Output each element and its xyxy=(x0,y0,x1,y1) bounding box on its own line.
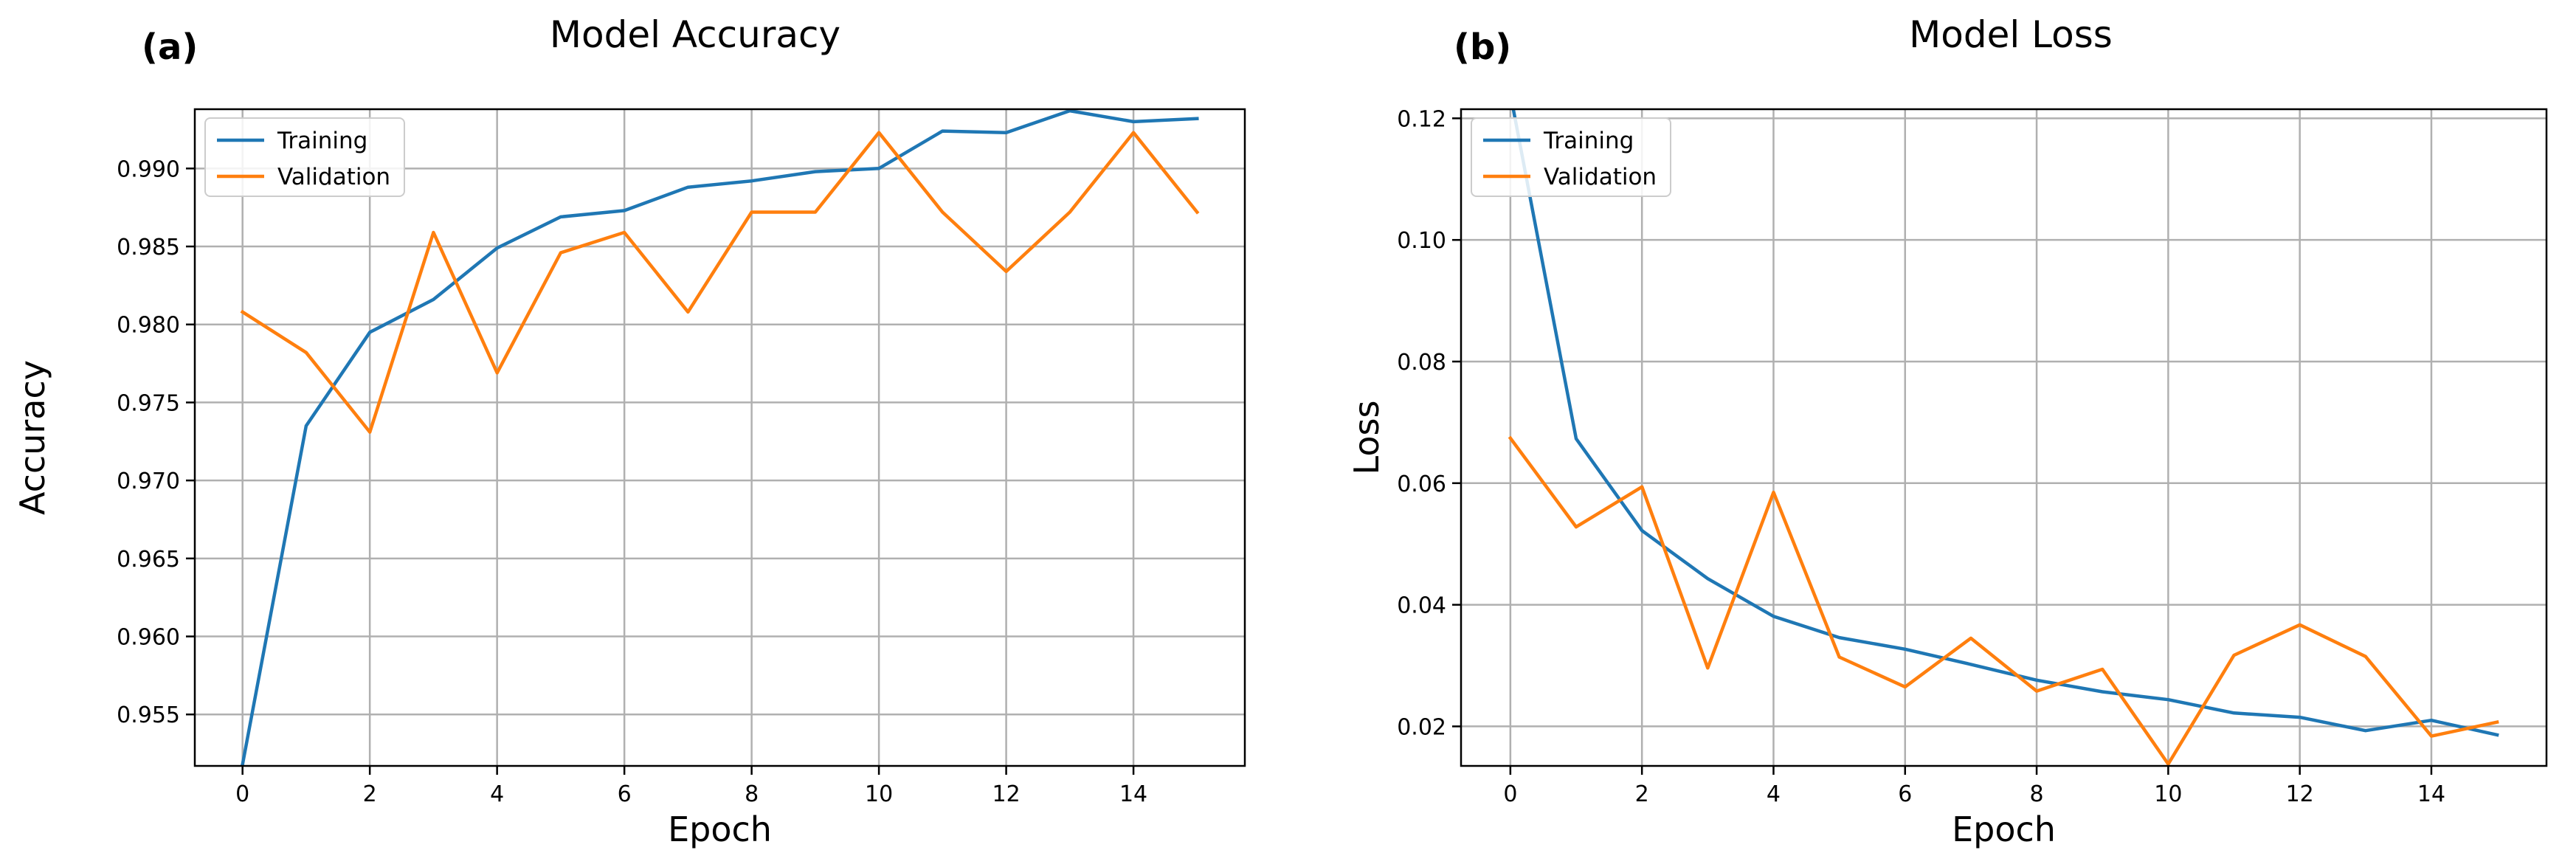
y-tick-label: 0.10 xyxy=(1397,228,1446,254)
x-tick-label: 4 xyxy=(1767,781,1781,807)
legend: Training Validation xyxy=(1471,117,1671,197)
legend: Training Validation xyxy=(204,117,405,197)
x-tick-label: 10 xyxy=(2154,781,2182,807)
series-group xyxy=(240,109,1200,766)
y-tick-label: 0.985 xyxy=(117,235,180,260)
y-axis-label: Accuracy xyxy=(13,360,52,515)
series-line-training xyxy=(1511,109,2499,737)
panel-label: (b) xyxy=(1454,27,1511,68)
y-axis-label: Loss xyxy=(1347,401,1387,475)
panel-label: (a) xyxy=(142,27,198,68)
y-tick-label: 0.06 xyxy=(1397,472,1446,497)
x-tick-label: 0 xyxy=(1503,781,1517,807)
y-tick-label: 0.970 xyxy=(117,469,180,494)
legend-label-training: Training xyxy=(277,128,367,154)
x-axis-label: Epoch xyxy=(1952,809,2056,849)
x-tick-label: 6 xyxy=(618,781,632,807)
x-tick-label: 2 xyxy=(363,781,377,807)
x-tick-label: 10 xyxy=(865,781,893,807)
x-tick-label: 2 xyxy=(1635,781,1649,807)
series-group xyxy=(1508,109,2499,766)
legend-label-validation: Validation xyxy=(277,164,390,190)
x-axis-label: Epoch xyxy=(668,809,772,849)
y-tick-label: 0.975 xyxy=(117,390,180,416)
series-line-validation xyxy=(240,131,1200,434)
x-tick-label: 6 xyxy=(1898,781,1912,807)
x-tick-label: 8 xyxy=(745,781,759,807)
y-tick-label: 0.08 xyxy=(1397,350,1446,376)
y-tick-label: 0.960 xyxy=(117,625,180,651)
y-tick-label: 0.12 xyxy=(1397,106,1446,132)
x-tick-label: 14 xyxy=(1119,781,1147,807)
x-tick-label: 0 xyxy=(235,781,249,807)
series-line-training xyxy=(241,109,1199,766)
x-tick-label: 14 xyxy=(2417,781,2445,807)
y-tick-label: 0.955 xyxy=(117,702,180,728)
y-tick-label: 0.990 xyxy=(117,156,180,182)
x-tick-label: 12 xyxy=(992,781,1020,807)
axes-frame xyxy=(1460,108,2548,767)
series-line-validation xyxy=(1508,435,2499,766)
chart-panel-0: 0 2 4 6 8 10 12 14 0.955 0.960 0.965 0.970 0.975 0.98… xyxy=(13,13,1246,849)
x-tick-label: 12 xyxy=(2286,781,2314,807)
y-tick-label: 0.965 xyxy=(117,547,180,573)
y-tick-label: 0.02 xyxy=(1397,714,1446,740)
x-tick-label: 4 xyxy=(490,781,504,807)
legend-label-validation: Validation xyxy=(1544,164,1657,190)
chart-title: Model Accuracy xyxy=(550,13,840,56)
legend-label-training: Training xyxy=(1543,128,1634,154)
chart-panel-1: 0 2 4 6 8 10 12 14 0.02 0.04 0.06 0.08 0.10 0.12 Epoch… xyxy=(1347,13,2548,849)
y-tick-label: 0.980 xyxy=(117,313,180,339)
chart-title: Model Loss xyxy=(1909,13,2113,56)
axes-frame xyxy=(193,108,1246,767)
y-tick-label: 0.04 xyxy=(1397,593,1446,619)
x-tick-label: 8 xyxy=(2030,781,2044,807)
